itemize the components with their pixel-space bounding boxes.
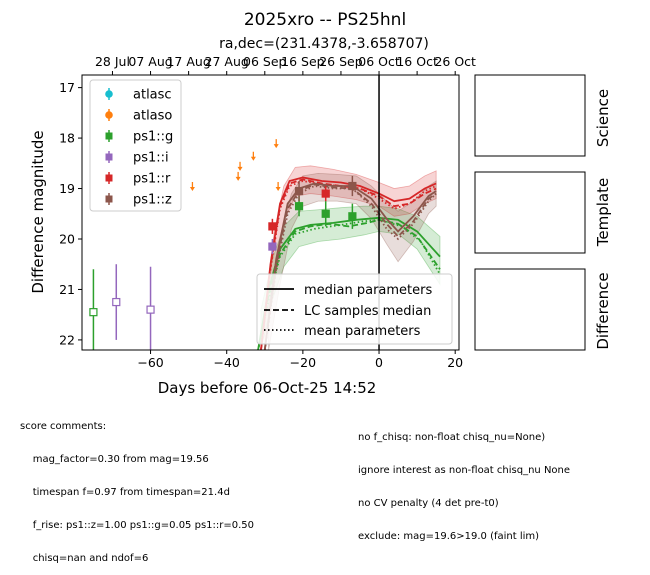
y-tick-label: 18 bbox=[59, 131, 75, 146]
chart-title: 2025xro -- PS25hnl bbox=[244, 10, 406, 30]
model-curve bbox=[260, 178, 437, 350]
comment-line: chisq=nan and ndof=6 bbox=[20, 553, 149, 564]
comment-line: ignore interest as non-float chisq_nu No… bbox=[358, 465, 571, 476]
upper-limit-arrow bbox=[250, 156, 256, 161]
line-legend-box bbox=[256, 273, 453, 345]
legend-marker bbox=[105, 90, 113, 98]
data-point bbox=[294, 186, 304, 196]
top-tick-label: 26 Oct bbox=[434, 54, 476, 69]
science-label: Science bbox=[594, 89, 612, 147]
legend-lines: median parameters LC samples median mean… bbox=[256, 273, 453, 345]
legend-series-label: atlasc bbox=[133, 88, 172, 103]
top-tick-label: 16 Sep bbox=[281, 54, 325, 69]
top-tick-label: 27 Aug bbox=[205, 54, 249, 69]
difference-label: Difference bbox=[594, 272, 612, 349]
legend-mean-label: mean parameters bbox=[304, 324, 421, 339]
score-comments-right: no f_chisq: non-float chisq_nu=None) ign… bbox=[358, 410, 570, 553]
top-tick-label: 06 Sep bbox=[243, 54, 287, 69]
y-axis-label: Difference magnitude bbox=[29, 130, 47, 293]
comment-line: f_rise: ps1::z=1.00 ps1::g=0.05 ps1::r=0… bbox=[20, 520, 255, 531]
x-tick-label: −20 bbox=[290, 355, 316, 370]
data-point bbox=[268, 242, 277, 251]
y-ticks: 17 18 19 20 21 22 bbox=[59, 80, 82, 347]
legend-marker bbox=[105, 174, 113, 182]
y-tick-label: 19 bbox=[59, 181, 75, 196]
legend-median-label: median parameters bbox=[304, 283, 432, 298]
legend-marker bbox=[105, 132, 113, 140]
data-point bbox=[321, 189, 330, 198]
legend-marker bbox=[105, 111, 113, 119]
chart-subtitle: ra,dec=(231.4378,-3.658707) bbox=[219, 36, 429, 52]
uncertainty-band bbox=[268, 172, 437, 350]
x-ticks: −60 −40 −20 0 20 bbox=[137, 350, 463, 370]
upper-limit-arrow bbox=[275, 187, 281, 192]
score-comments-left: score comments: mag_factor=0.30 from mag… bbox=[20, 399, 254, 575]
legend-series-label: ps1::i bbox=[133, 151, 169, 166]
top-tick-label: 28 Jul bbox=[95, 54, 130, 69]
data-point bbox=[146, 305, 155, 314]
legend-samples-label: LC samples median bbox=[304, 304, 431, 319]
top-tick-label: 07 Aug bbox=[128, 54, 172, 69]
upper-limit-arrow bbox=[273, 144, 279, 149]
legend-series-label: atlaso bbox=[133, 109, 172, 124]
legend-marker bbox=[105, 153, 113, 161]
x-tick-label: 0 bbox=[375, 355, 383, 370]
data-point bbox=[348, 212, 357, 221]
comment-line: score comments: bbox=[20, 421, 107, 432]
legend-series-label: ps1::r bbox=[133, 172, 171, 187]
axes-frame bbox=[81, 74, 460, 351]
upper-limit-arrow bbox=[237, 166, 243, 171]
y-tick-label: 21 bbox=[59, 282, 75, 297]
science-panel bbox=[474, 74, 586, 157]
x-tick-label: −40 bbox=[214, 355, 240, 370]
data-point bbox=[112, 297, 121, 307]
y-tick-label: 20 bbox=[59, 231, 75, 246]
data-point bbox=[321, 209, 330, 218]
x-tick-label: 20 bbox=[447, 355, 463, 370]
top-tick-label: 16 Oct bbox=[396, 54, 438, 69]
x-axis-label: Days before 06-Oct-25 14:52 bbox=[158, 379, 377, 397]
template-panel bbox=[474, 171, 586, 254]
top-tick-label: 17 Aug bbox=[166, 54, 210, 69]
comment-line: no f_chisq: non-float chisq_nu=None) bbox=[358, 432, 546, 443]
legend-series-label: ps1::g bbox=[133, 130, 173, 145]
model-curve bbox=[260, 176, 437, 350]
x-tick-label: −60 bbox=[137, 355, 163, 370]
data-point bbox=[89, 308, 98, 317]
template-label: Template bbox=[594, 178, 612, 247]
model-curve bbox=[257, 218, 441, 350]
data-point bbox=[294, 202, 304, 211]
upper-limit-arrow bbox=[235, 176, 241, 181]
data-point bbox=[348, 181, 357, 191]
top-tick-label: 26 Sep bbox=[319, 54, 363, 69]
legend-series-label: ps1::z bbox=[133, 193, 172, 208]
comment-line: timespan f=0.97 from timespan=21.4d bbox=[20, 487, 230, 498]
data-points bbox=[89, 139, 357, 350]
comment-line: mag_factor=0.30 from mag=19.56 bbox=[20, 454, 209, 465]
top-tick-label: 06 Oct bbox=[358, 54, 400, 69]
comment-line: exclude: mag=19.6>19.0 (faint lim) bbox=[358, 531, 540, 542]
image-panels: Science Template Difference bbox=[474, 74, 612, 351]
data-point bbox=[268, 222, 277, 231]
y-tick-label: 22 bbox=[59, 332, 75, 347]
legend-marker bbox=[105, 195, 113, 203]
difference-panel bbox=[474, 268, 586, 351]
legend-box bbox=[89, 79, 182, 212]
y-tick-label: 17 bbox=[59, 80, 75, 95]
upper-limit-arrow bbox=[189, 187, 195, 192]
